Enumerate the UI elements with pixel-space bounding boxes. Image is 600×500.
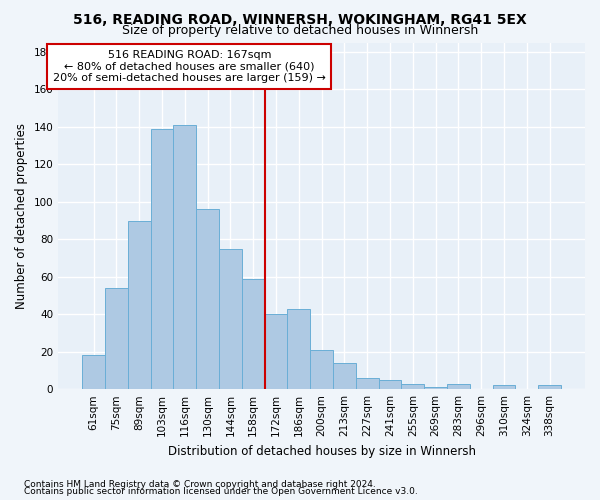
Text: Contains HM Land Registry data © Crown copyright and database right 2024.: Contains HM Land Registry data © Crown c…	[24, 480, 376, 489]
Bar	[447, 384, 470, 389]
Bar	[287, 308, 310, 389]
Bar	[310, 350, 333, 389]
Bar	[379, 380, 401, 389]
Text: Contains public sector information licensed under the Open Government Licence v3: Contains public sector information licen…	[24, 487, 418, 496]
Bar	[401, 384, 424, 389]
X-axis label: Distribution of detached houses by size in Winnersh: Distribution of detached houses by size …	[167, 444, 476, 458]
Bar	[538, 386, 561, 389]
Text: Size of property relative to detached houses in Winnersh: Size of property relative to detached ho…	[122, 24, 478, 37]
Bar	[356, 378, 379, 389]
Text: 516 READING ROAD: 167sqm
← 80% of detached houses are smaller (640)
20% of semi-: 516 READING ROAD: 167sqm ← 80% of detach…	[53, 50, 326, 83]
Bar	[151, 128, 173, 389]
Bar	[493, 386, 515, 389]
Bar	[424, 388, 447, 389]
Bar	[173, 125, 196, 389]
Bar	[333, 363, 356, 389]
Bar	[82, 356, 105, 389]
Bar	[105, 288, 128, 389]
Bar	[196, 210, 219, 389]
Bar	[265, 314, 287, 389]
Bar	[219, 248, 242, 389]
Bar	[128, 220, 151, 389]
Bar	[242, 278, 265, 389]
Y-axis label: Number of detached properties: Number of detached properties	[15, 123, 28, 309]
Text: 516, READING ROAD, WINNERSH, WOKINGHAM, RG41 5EX: 516, READING ROAD, WINNERSH, WOKINGHAM, …	[73, 12, 527, 26]
